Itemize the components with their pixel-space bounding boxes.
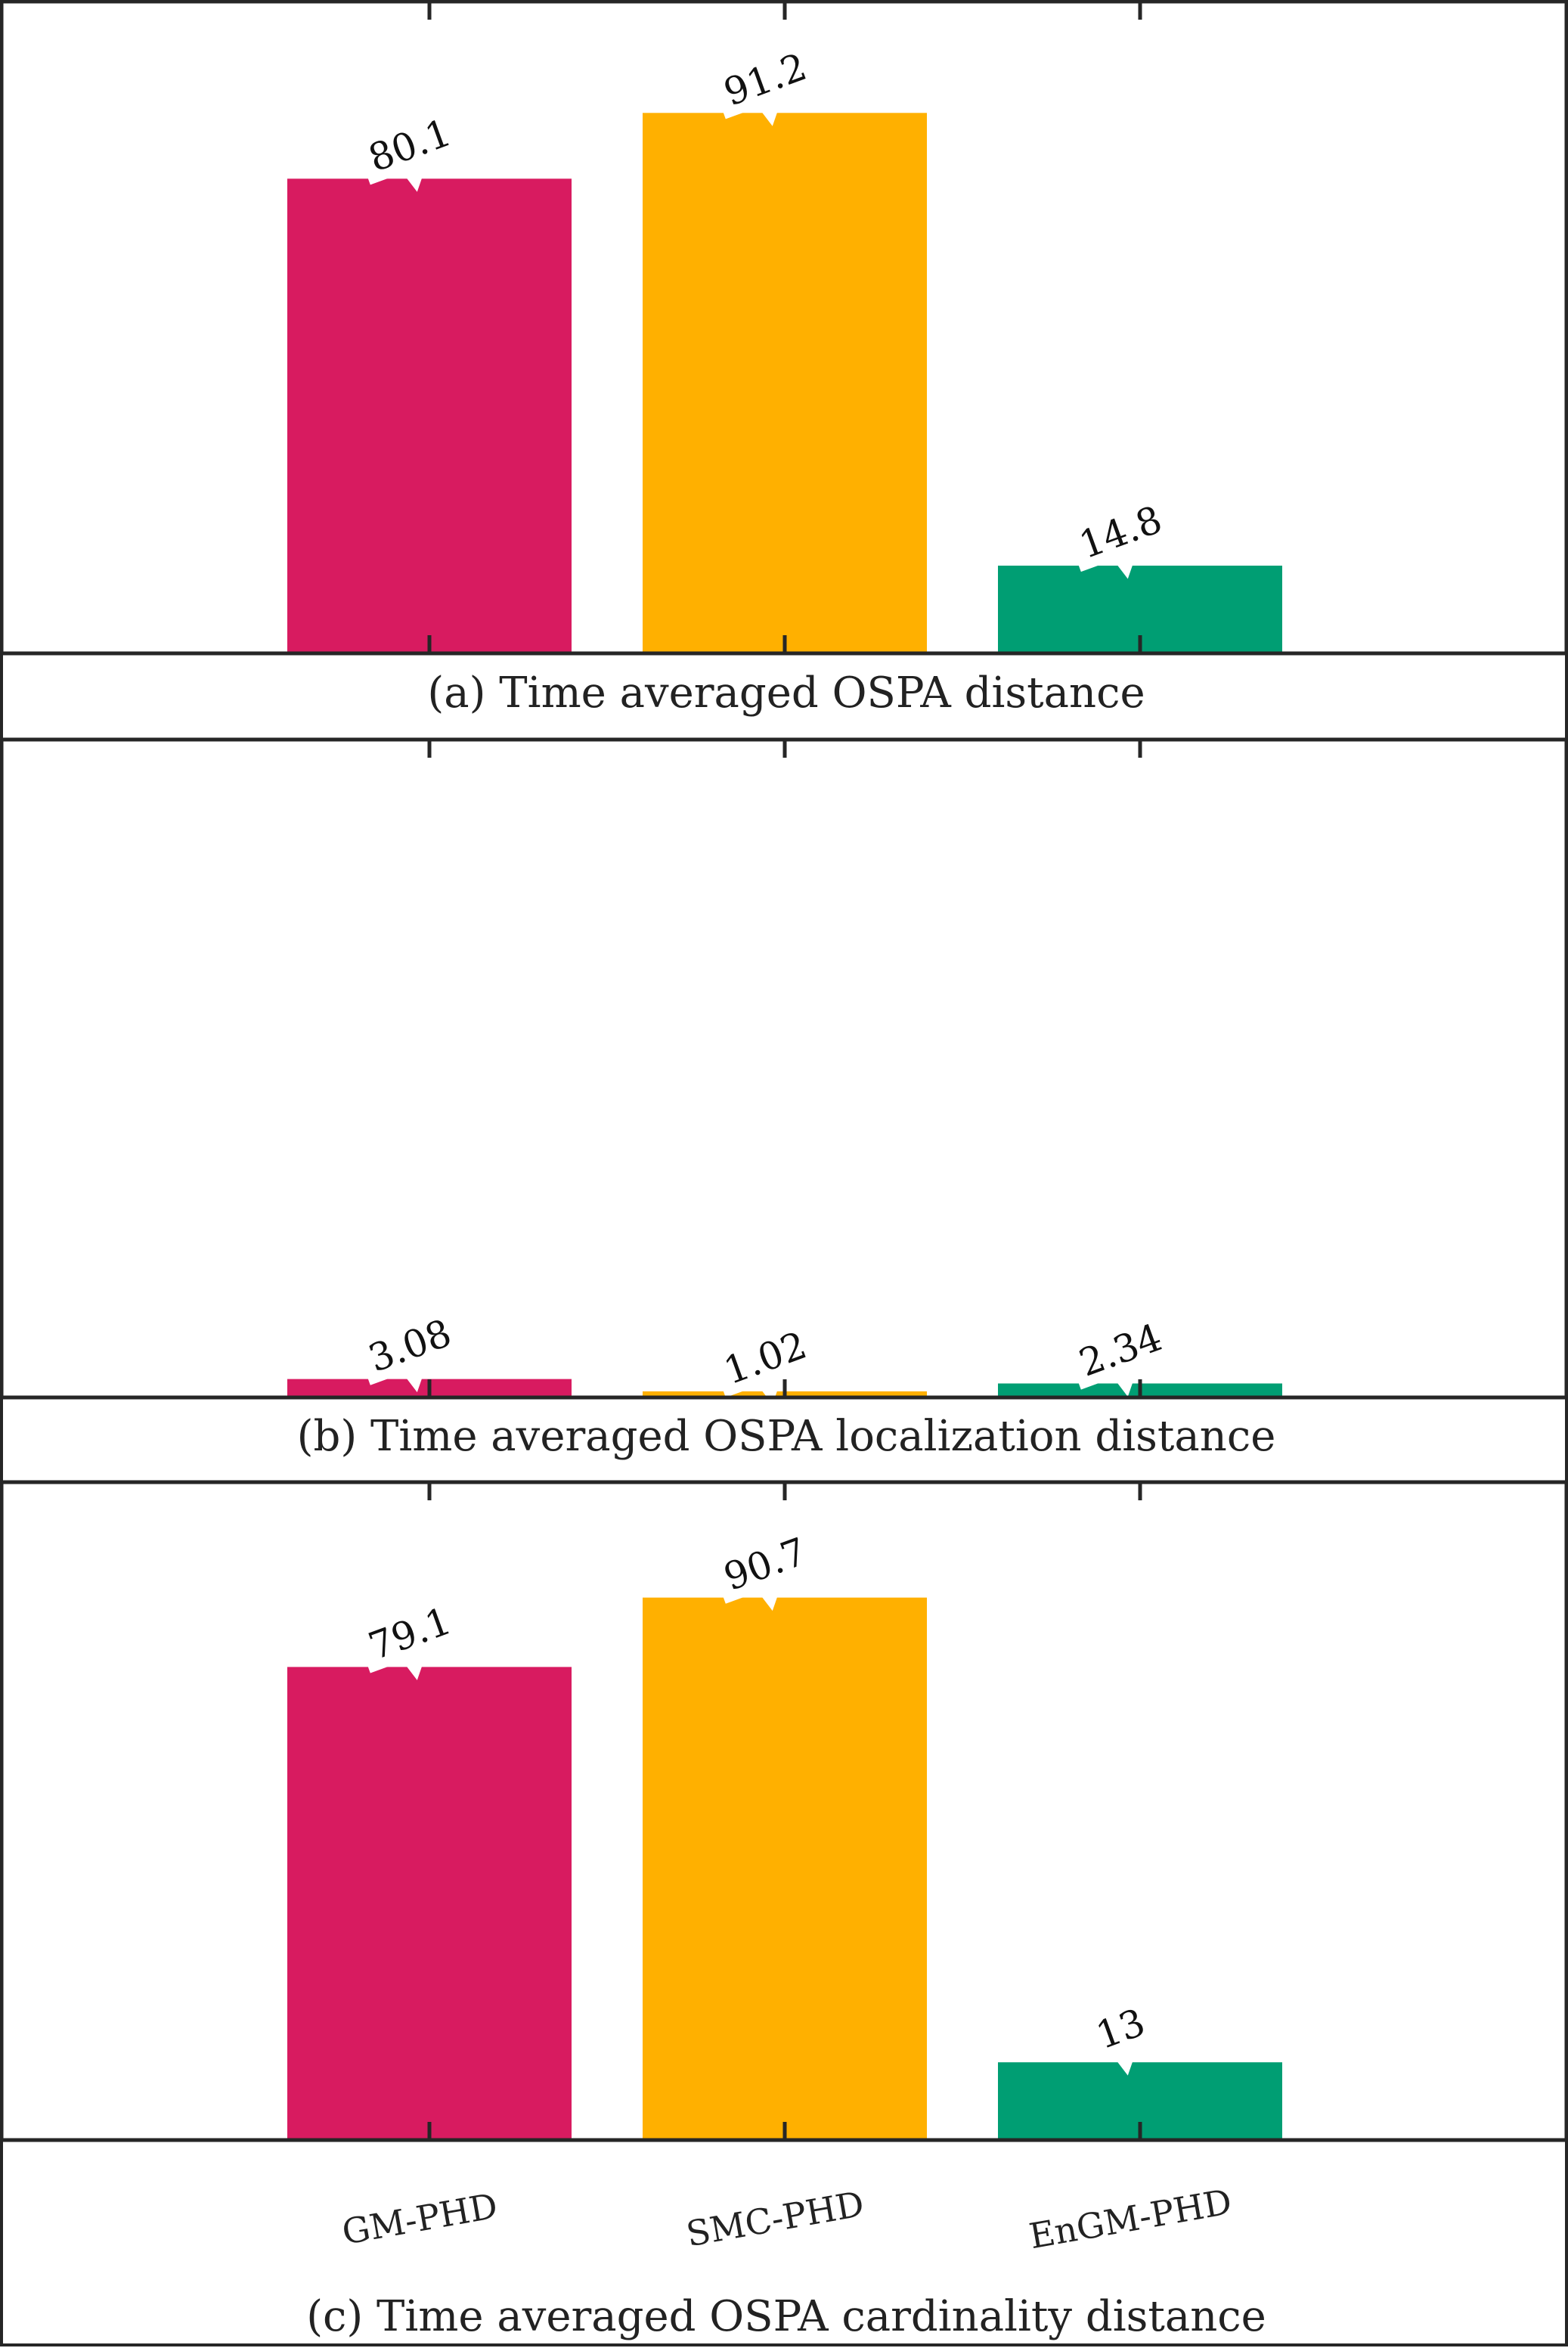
data-label-pointer	[1112, 1366, 1139, 1397]
x-tick-label-gm-phd: GM-PHD	[339, 2185, 500, 2253]
panel-a-ospa-distance: 80.191.214.8(a) Time averaged OSPA dista…	[0, 0, 1568, 741]
data-label-pointer	[757, 1375, 783, 1405]
data-label-bg	[1065, 1314, 1176, 1390]
panel-caption: (b) Time averaged OSPA localization dist…	[297, 1412, 1276, 1461]
axes-box	[0, 737, 1568, 1400]
bar-smc-phd	[643, 1597, 927, 2140]
x-tick-label-smc-phd: SMC-PHD	[683, 2183, 867, 2254]
data-label-smc-phd: 1.02	[710, 1321, 821, 1405]
data-label-pointer	[401, 1650, 428, 1680]
bar-smc-phd	[643, 113, 927, 654]
data-label-pointer	[757, 96, 783, 126]
panel-b-ospa-localization-distance: 3.08 1.02 2.34(b) Time averaged OSPA local…	[0, 737, 1568, 1484]
panel-caption: (a) Time averaged OSPA distance	[427, 668, 1145, 718]
data-label-bg	[710, 1321, 821, 1398]
data-label-pointer	[1112, 549, 1139, 579]
x-tick-label-engm-phd: EnGM-PHD	[1026, 2181, 1235, 2256]
data-label-bg	[710, 1528, 821, 1604]
data-label-bg	[355, 1597, 466, 1673]
data-label-pointer	[401, 162, 428, 192]
data-label-bg	[710, 43, 821, 119]
data-label-pointer	[1112, 2046, 1139, 2076]
data-label-bg	[355, 109, 466, 185]
bar-gm-phd	[287, 178, 572, 654]
panel-caption: (c) Time averaged OSPA cardinality dista…	[306, 2292, 1266, 2341]
data-label-bg	[1087, 2000, 1155, 2061]
bar-gm-phd	[287, 1667, 572, 2140]
data-label-pointer	[757, 1581, 783, 1611]
data-label-bg	[355, 1309, 466, 1385]
data-label-bg	[1065, 495, 1176, 572]
data-label-pointer	[401, 1363, 428, 1393]
